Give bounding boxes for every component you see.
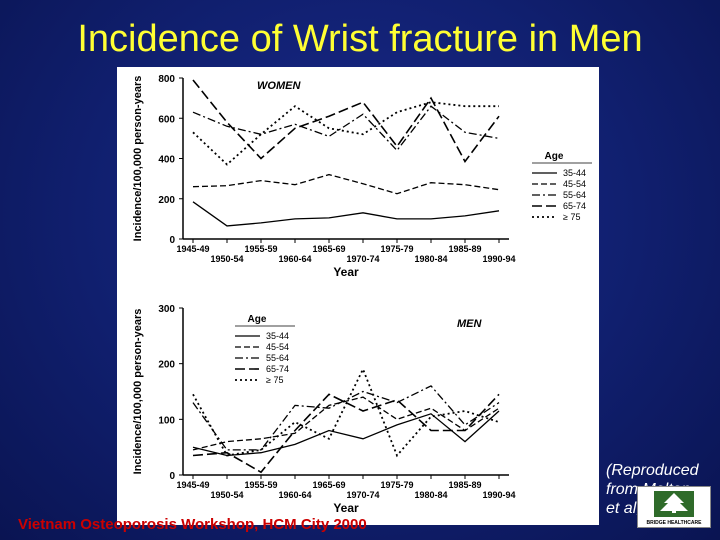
- x-tick-label: 1955-59: [244, 244, 277, 254]
- figure-panel: 0 200 400 600 800 1945-49 1950-54 1955-59 1960-6…: [117, 67, 599, 525]
- series-line: [192, 105, 500, 152]
- x-tick-label: 1990-94: [482, 254, 515, 264]
- x-tick-label: 1945-49: [176, 244, 209, 254]
- slide-title: Incidence of Wrist fracture in Men: [77, 18, 643, 60]
- charts-svg: 02004006008001945-491950-541955-591960-6…: [132, 74, 592, 515]
- y-axis-label: Incidence/100,000 person-years: [132, 309, 144, 475]
- credit-line: (Reproduced: [606, 462, 699, 479]
- y-tick-label: 200: [158, 195, 175, 206]
- y-tick-label: 0: [169, 235, 175, 246]
- x-tick-label: 1960-64: [278, 254, 311, 264]
- x-tick-label: 1970-74: [346, 490, 379, 500]
- series-line: [192, 410, 500, 457]
- series-line: [192, 366, 500, 458]
- logo: BRIDGE HEALTHCARE: [637, 486, 711, 528]
- x-tick-label: 1985-89: [448, 480, 481, 490]
- y-tick-label: 200: [158, 360, 175, 371]
- legend-label: ≥ 75: [563, 212, 580, 222]
- series-line: [192, 173, 500, 195]
- series-line: [192, 201, 500, 227]
- x-tick-label: 1955-59: [244, 480, 277, 490]
- panel-title: WOMEN: [257, 80, 301, 92]
- y-tick-label: 0: [169, 471, 175, 482]
- legend-label: 65-74: [266, 364, 289, 374]
- x-tick-label: 1950-54: [210, 490, 243, 500]
- legend-label: 35-44: [563, 168, 586, 178]
- x-tick-label: 1960-64: [278, 490, 311, 500]
- legend-label: ≥ 75: [266, 375, 283, 385]
- panel-title: MEN: [457, 318, 483, 330]
- x-tick-label: 1965-69: [312, 244, 345, 254]
- series-line: [192, 396, 500, 451]
- legend-title: Age: [248, 314, 267, 325]
- y-tick-label: 300: [158, 304, 175, 315]
- x-tick-label: 1965-69: [312, 480, 345, 490]
- y-axis-label: Incidence/100,000 person-years: [132, 76, 144, 242]
- footer-text: Vietnam Osteoporosis Workshop, HCM City …: [18, 516, 367, 533]
- series-line: [192, 101, 499, 166]
- legend-label: 55-64: [563, 190, 586, 200]
- x-tick-label: 1980-84: [414, 254, 447, 264]
- y-tick-label: 600: [158, 114, 175, 125]
- x-tick-label: 1975-79: [380, 244, 413, 254]
- series-line: [192, 393, 500, 474]
- logo-text: BRIDGE HEALTHCARE: [646, 520, 702, 526]
- legend-label: 45-54: [266, 342, 289, 352]
- x-tick-label: 1980-84: [414, 490, 447, 500]
- x-tick-label: 1985-89: [448, 244, 481, 254]
- legend-label: 35-44: [266, 331, 289, 341]
- x-tick-label: 1990-94: [482, 490, 515, 500]
- tree-logo-icon: [654, 491, 694, 517]
- x-tick-label: 1945-49: [176, 480, 209, 490]
- legend-label: 65-74: [563, 201, 586, 211]
- series-line: [192, 385, 500, 451]
- y-tick-label: 100: [158, 415, 175, 426]
- x-axis-label: Year: [333, 265, 359, 279]
- y-tick-label: 800: [158, 74, 175, 85]
- x-tick-label: 1950-54: [210, 254, 243, 264]
- series-line: [192, 79, 500, 163]
- x-axis-label: Year: [333, 501, 359, 515]
- legend-label: 45-54: [563, 179, 586, 189]
- legend-label: 55-64: [266, 353, 289, 363]
- x-tick-label: 1970-74: [346, 254, 379, 264]
- x-tick-label: 1975-79: [380, 480, 413, 490]
- legend-title: Age: [545, 151, 564, 162]
- y-tick-label: 400: [158, 155, 175, 166]
